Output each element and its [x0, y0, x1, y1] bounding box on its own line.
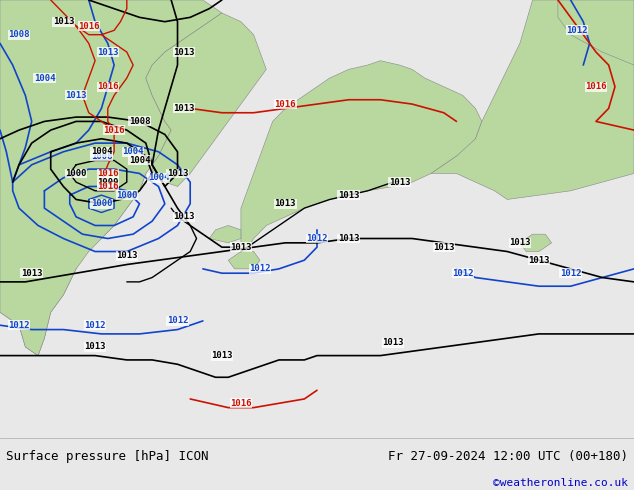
Text: 1012: 1012 [84, 321, 106, 330]
Text: 1013: 1013 [389, 178, 410, 187]
Text: 1000: 1000 [91, 199, 112, 208]
Text: 1016: 1016 [585, 82, 607, 91]
Text: 1013: 1013 [167, 169, 188, 178]
Text: 1000: 1000 [65, 169, 87, 178]
Text: 1012: 1012 [8, 321, 30, 330]
Text: 1013: 1013 [173, 212, 195, 221]
Text: 1013: 1013 [230, 243, 252, 252]
Text: 1016: 1016 [78, 22, 100, 30]
Text: 1016: 1016 [97, 182, 119, 191]
Text: 1016: 1016 [275, 99, 296, 109]
Text: 1013: 1013 [509, 238, 531, 247]
Polygon shape [228, 251, 260, 269]
Text: 1000: 1000 [116, 191, 138, 199]
Text: 1012: 1012 [452, 269, 474, 278]
Text: 1004: 1004 [34, 74, 55, 82]
Text: 1012: 1012 [249, 265, 271, 273]
Text: 1008: 1008 [91, 151, 112, 161]
Text: 1013: 1013 [97, 48, 119, 56]
Text: Fr 27-09-2024 12:00 UTC (00+180): Fr 27-09-2024 12:00 UTC (00+180) [387, 450, 628, 463]
Text: ©weatheronline.co.uk: ©weatheronline.co.uk [493, 478, 628, 488]
Text: 1004: 1004 [129, 156, 150, 165]
Text: 1012: 1012 [566, 26, 588, 35]
Polygon shape [0, 0, 152, 356]
Text: 1016: 1016 [103, 125, 125, 135]
Polygon shape [146, 13, 266, 187]
Polygon shape [520, 234, 552, 251]
Text: 1000: 1000 [97, 178, 119, 187]
Text: 1008: 1008 [8, 30, 30, 39]
Text: 1013: 1013 [275, 199, 296, 208]
Text: 1013: 1013 [173, 48, 195, 56]
Polygon shape [0, 0, 222, 356]
Text: 1013: 1013 [65, 91, 87, 100]
Text: 1013: 1013 [53, 17, 74, 26]
Text: 1013: 1013 [528, 256, 550, 265]
Text: 1008: 1008 [129, 117, 150, 126]
Text: 1016: 1016 [230, 399, 252, 408]
Text: 1013: 1013 [382, 338, 404, 347]
Text: 1004: 1004 [148, 173, 169, 182]
Text: 1013: 1013 [84, 343, 106, 351]
Text: 1013: 1013 [116, 251, 138, 260]
Text: 1013: 1013 [211, 351, 233, 360]
Polygon shape [241, 61, 482, 260]
Text: 1016: 1016 [97, 169, 119, 178]
Polygon shape [431, 0, 634, 199]
Text: 1012: 1012 [167, 317, 188, 325]
Polygon shape [209, 225, 241, 243]
Text: 1013: 1013 [173, 104, 195, 113]
Text: 1004: 1004 [122, 147, 144, 156]
Text: 1013: 1013 [338, 234, 359, 243]
Polygon shape [558, 0, 634, 65]
Text: 1013: 1013 [338, 191, 359, 199]
Text: Surface pressure [hPa] ICON: Surface pressure [hPa] ICON [6, 450, 209, 463]
Text: 1012: 1012 [306, 234, 328, 243]
Text: 1004: 1004 [91, 147, 112, 156]
Text: 1012: 1012 [560, 269, 581, 278]
Text: 1013: 1013 [433, 243, 455, 252]
Text: 1013: 1013 [21, 269, 42, 278]
Text: 1016: 1016 [97, 82, 119, 91]
